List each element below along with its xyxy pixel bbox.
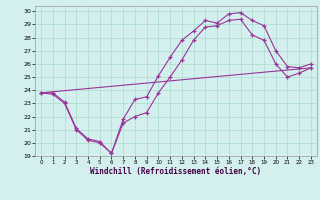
X-axis label: Windchill (Refroidissement éolien,°C): Windchill (Refroidissement éolien,°C) xyxy=(91,167,261,176)
